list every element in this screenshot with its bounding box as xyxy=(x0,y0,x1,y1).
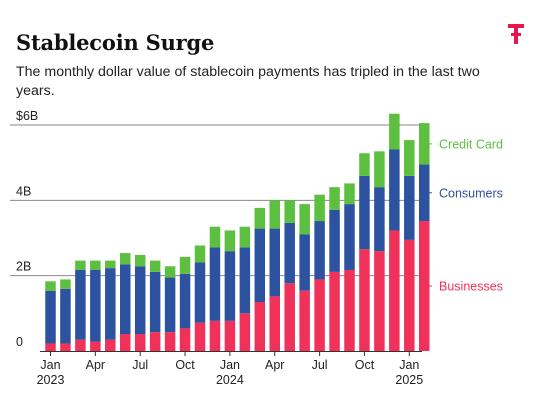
bar-segment-credit-card xyxy=(120,253,131,265)
x-tick-label: Jan xyxy=(399,358,419,372)
bar-segment-consumers xyxy=(194,262,206,323)
bar-segment-credit-card xyxy=(75,260,86,271)
bar-segment-credit-card xyxy=(60,279,71,289)
chart-title: Stablecoin Surge xyxy=(16,30,215,55)
x-tick-year-label: 2023 xyxy=(37,373,65,387)
bar-segment-businesses xyxy=(194,322,206,351)
bar-segment-credit-card xyxy=(254,207,266,229)
bar-segment-credit-card xyxy=(45,281,56,291)
bar-segment-businesses xyxy=(105,339,116,351)
bar-segment-credit-card xyxy=(239,226,251,248)
series-label: Credit Card xyxy=(439,137,503,151)
bar-segment-credit-card xyxy=(164,266,176,278)
bar-segment-consumers xyxy=(254,228,266,303)
x-tick-label: Apr xyxy=(265,358,284,372)
bar-segment-consumers xyxy=(224,251,236,321)
bar-segment-credit-card xyxy=(404,140,415,176)
bar-segment-consumers xyxy=(209,247,221,321)
bar-segment-businesses xyxy=(329,271,340,351)
bar-segment-credit-card xyxy=(389,113,400,150)
bar-segment-credit-card xyxy=(284,200,295,223)
bar-segment-credit-card xyxy=(359,153,370,176)
bar-segment-credit-card xyxy=(329,187,340,210)
bar-segment-consumers xyxy=(105,268,116,340)
bar-segment-consumers xyxy=(269,228,280,297)
bar-segment-consumers xyxy=(179,273,191,329)
bar-segment-credit-card xyxy=(209,226,221,248)
bar-segment-credit-card xyxy=(90,260,101,271)
x-tick-label: Oct xyxy=(175,358,195,372)
bar-segment-credit-card xyxy=(179,256,191,274)
bar-segment-credit-card xyxy=(269,200,280,229)
bar-segment-consumers xyxy=(90,270,101,342)
bar-segment-businesses xyxy=(239,313,251,351)
bar-segment-credit-card xyxy=(194,245,206,263)
bar-segment-consumers xyxy=(374,187,385,252)
bar-segment-businesses xyxy=(404,239,415,351)
bar-segment-businesses xyxy=(149,332,161,351)
bar-segment-businesses xyxy=(134,334,146,351)
bar-segment-businesses xyxy=(359,249,370,351)
bar-segment-consumers xyxy=(329,209,340,272)
bar-segment-businesses xyxy=(299,290,310,351)
bar-segment-businesses xyxy=(344,270,355,351)
bar-segment-businesses xyxy=(254,302,266,351)
bar-segment-businesses xyxy=(75,339,86,351)
bar-segment-consumers xyxy=(75,270,86,340)
bar-segment-consumers xyxy=(314,221,325,280)
bar-segment-credit-card xyxy=(149,260,161,272)
bar-segment-credit-card xyxy=(374,151,385,188)
bar-segment-credit-card xyxy=(105,260,116,269)
bar-segment-credit-card xyxy=(299,204,310,235)
x-tick-label: Jul xyxy=(132,358,148,372)
x-tick-label: Apr xyxy=(86,358,105,372)
x-tick-year-label: 2024 xyxy=(216,373,244,387)
y-tick-label: $6B xyxy=(16,109,38,123)
bar-segment-consumers xyxy=(344,204,355,271)
bar-segment-businesses xyxy=(389,230,400,351)
bar-segment-businesses xyxy=(209,320,221,351)
bar-segment-consumers xyxy=(60,288,71,344)
y-tick-label: 4B xyxy=(16,184,31,198)
bar-segment-consumers xyxy=(284,222,295,284)
bar-segment-credit-card xyxy=(344,183,355,205)
bar-segment-businesses xyxy=(60,343,71,351)
brand-logo-icon xyxy=(508,24,524,44)
bar-segment-businesses xyxy=(45,343,56,351)
bar-segment-consumers xyxy=(359,175,370,250)
bar-segment-businesses xyxy=(269,296,280,351)
bar-segment-consumers xyxy=(389,149,400,231)
bar-segment-consumers xyxy=(45,290,56,344)
bar-segment-consumers xyxy=(164,277,176,333)
bar-segment-consumers xyxy=(134,266,146,335)
bar-segment-consumers xyxy=(239,247,251,314)
bar-segment-businesses xyxy=(224,320,236,351)
x-tick-year-label: 2025 xyxy=(395,373,423,387)
y-tick-label: 2B xyxy=(16,260,31,274)
bar-segment-businesses xyxy=(374,251,385,351)
bar-segment-businesses xyxy=(90,341,101,351)
bar-segment-businesses xyxy=(179,328,191,351)
y-tick-label: 0 xyxy=(16,335,23,349)
x-tick-label: Oct xyxy=(355,358,375,372)
bar-segment-credit-card xyxy=(314,194,325,222)
x-tick-label: Jan xyxy=(220,358,240,372)
bar-segment-consumers xyxy=(149,271,161,333)
bar-segment-credit-card xyxy=(224,230,236,252)
bar-segment-businesses xyxy=(164,332,176,351)
bar-segment-businesses xyxy=(314,279,325,351)
chart-subtitle: The monthly dollar value of stablecoin p… xyxy=(16,64,480,99)
series-label: Businesses xyxy=(439,280,503,294)
series-label: Consumers xyxy=(439,186,503,200)
bar-segment-credit-card xyxy=(134,254,146,267)
bar-segment-consumers xyxy=(120,264,131,335)
x-tick-label: Jul xyxy=(312,358,328,372)
x-tick-label: Jan xyxy=(40,358,60,372)
bar-segment-businesses xyxy=(120,334,131,351)
bar-segment-consumers xyxy=(404,175,415,240)
bar-segment-businesses xyxy=(284,283,295,351)
bar-segment-consumers xyxy=(299,234,310,291)
